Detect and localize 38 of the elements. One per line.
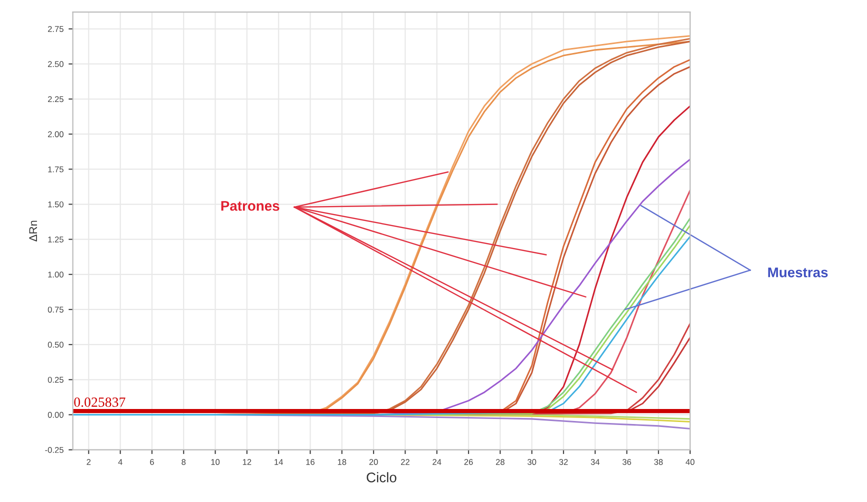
y-tick-label: 0.75 [48, 306, 64, 313]
x-axis-title: Ciclo [366, 472, 396, 482]
y-tick-label: 1.25 [48, 236, 64, 242]
x-tick-label: 14 [274, 459, 283, 465]
y-tick-label: -0.25 [45, 446, 64, 453]
y-tick-label: 2.25 [48, 96, 64, 102]
y-tick-label: 0.25 [48, 376, 64, 383]
y-tick-label: 1.75 [48, 166, 64, 172]
x-tick-label: 2 [86, 459, 91, 465]
x-tick-label: 26 [464, 459, 473, 465]
ref-line-label: 0.025837 [74, 397, 126, 407]
y-tick-label: 2.00 [48, 131, 64, 138]
x-tick-label: 12 [242, 459, 252, 465]
y-tick-label: 2.75 [48, 26, 64, 32]
x-tick-label: 22 [401, 459, 410, 465]
y-tick-label: 1.00 [48, 272, 64, 278]
y-tick-label: 0.00 [48, 412, 64, 418]
x-tick-label: 36 [622, 459, 632, 465]
x-tick-label: 4 [118, 459, 122, 465]
x-tick-label: 32 [559, 459, 568, 465]
x-tick-label: 40 [686, 459, 694, 465]
x-tick-label: 8 [182, 459, 186, 465]
x-tick-label: 30 [528, 459, 536, 465]
x-tick-label: 28 [496, 459, 504, 465]
y-tick-label: 0.50 [48, 342, 64, 348]
y-axis-title: ΔRn [29, 220, 37, 242]
y-tick-label: 1.50 [48, 201, 64, 208]
annotation: Muestras [768, 268, 828, 278]
x-tick-label: 34 [590, 459, 600, 465]
x-tick-label: 18 [338, 459, 346, 465]
annotation: Patrones [221, 201, 280, 211]
x-tick-label: 16 [306, 459, 315, 465]
y-tick-label: 2.50 [48, 61, 64, 68]
x-tick-label: 20 [369, 459, 378, 465]
x-tick-label: 10 [211, 459, 220, 465]
x-tick-label: 24 [432, 459, 442, 465]
x-tick-label: 38 [654, 459, 663, 465]
x-tick-label: 6 [150, 459, 154, 465]
